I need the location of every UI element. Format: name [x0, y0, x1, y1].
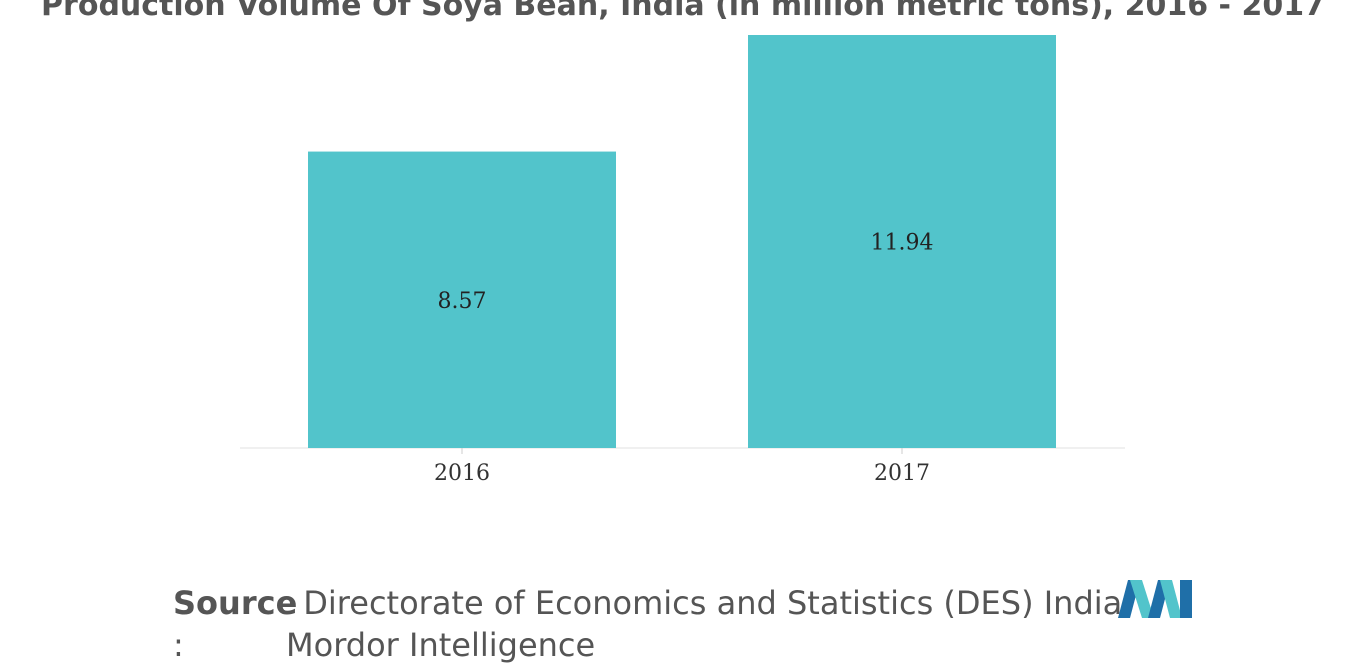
- data-label-2017: 11.94: [871, 231, 934, 256]
- source-label: Source: [173, 584, 298, 622]
- source-bullet: :: [173, 626, 184, 664]
- data-label-2016: 8.57: [438, 289, 487, 314]
- source-note: Source Directorate of Economics and Stati…: [173, 582, 1132, 666]
- chart-title: Production Volume Of Soya Bean, India (i…: [41, 0, 1325, 23]
- x-tick-label-2017: 2017: [874, 461, 930, 486]
- bar-2016: [308, 151, 616, 448]
- bar-2017: [748, 35, 1056, 448]
- source-line-2: Mordor Intelligence: [286, 626, 596, 664]
- source-line-1: Directorate of Economics and Statistics …: [303, 584, 1133, 622]
- mordor-intelligence-logo-icon: [1118, 580, 1192, 618]
- x-tick-label-2016: 2016: [434, 461, 490, 486]
